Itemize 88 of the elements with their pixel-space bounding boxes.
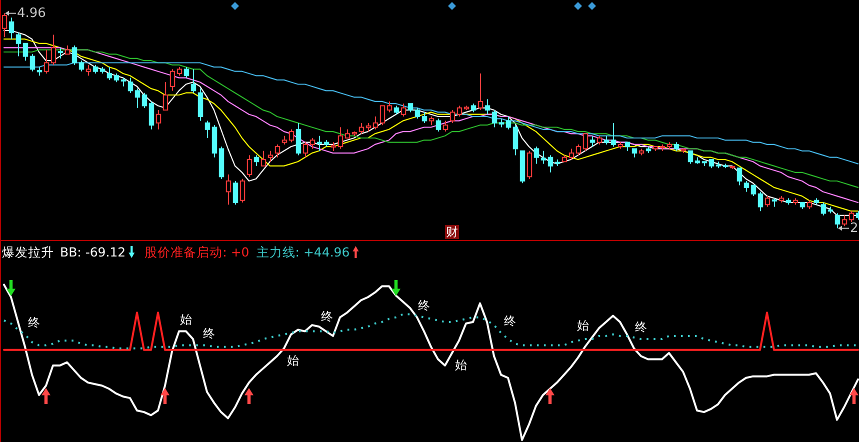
candlestick <box>190 68 196 94</box>
candlestick <box>400 103 406 117</box>
annotation: 始 <box>577 318 589 332</box>
candlestick <box>380 105 386 126</box>
candlestick <box>820 202 826 216</box>
candlestick <box>148 100 154 130</box>
candlestick <box>526 150 532 180</box>
candlestick <box>484 98 490 115</box>
candlestick <box>758 191 764 212</box>
candlestick <box>590 135 596 148</box>
candlestick <box>86 64 92 76</box>
candlestick <box>744 180 750 192</box>
candlestick <box>842 214 848 227</box>
candlestick <box>30 54 36 72</box>
candlestick <box>540 150 546 164</box>
candlestick <box>316 135 322 152</box>
candlestick <box>534 146 540 164</box>
candlestick <box>576 144 582 156</box>
candlestick <box>688 150 694 164</box>
annotation: 终 <box>504 314 516 328</box>
candlestick <box>750 184 756 197</box>
candlestick <box>156 110 162 130</box>
candlestick <box>288 128 294 143</box>
candlestick <box>162 82 168 111</box>
candlestick <box>170 68 176 92</box>
text: 爆发拉升 <box>2 244 54 260</box>
candlestick <box>736 168 742 186</box>
candlestick <box>506 116 512 130</box>
annotation: 终 <box>321 309 333 324</box>
annotation: 终 <box>203 326 215 340</box>
candlestick <box>310 138 316 150</box>
candlestick <box>848 210 854 222</box>
annotation: 2 <box>850 220 858 236</box>
annotation: 始 <box>180 312 192 326</box>
candlestick <box>450 110 456 124</box>
candlestick <box>134 88 140 108</box>
candlestick <box>226 174 232 206</box>
candlestick <box>296 122 302 156</box>
candlestick <box>246 154 252 178</box>
candlestick <box>78 60 84 72</box>
candlestick <box>338 126 344 150</box>
candlestick <box>436 118 442 132</box>
text: 股价准备启动: +0 <box>144 244 250 260</box>
candlestick <box>232 180 238 206</box>
candlestick <box>142 92 148 108</box>
candlestick <box>414 107 420 120</box>
annotation: 终 <box>28 315 40 330</box>
candlestick <box>568 148 574 160</box>
candlestick <box>44 49 50 74</box>
candlestick <box>834 212 840 229</box>
candlestick <box>764 196 770 208</box>
candlestick <box>442 120 448 132</box>
candlestick <box>274 144 280 158</box>
candlestick <box>198 88 204 122</box>
candlestick <box>422 112 428 124</box>
candlestick <box>128 77 134 94</box>
candlestick <box>58 47 64 59</box>
annotation: 始 <box>455 358 467 372</box>
annotation: 终 <box>418 298 430 312</box>
candlestick <box>610 122 616 148</box>
candlestick <box>372 116 378 130</box>
candlestick <box>106 66 112 80</box>
candlestick <box>16 32 22 57</box>
candlestick <box>582 133 588 152</box>
candlestick <box>240 178 246 203</box>
candlestick <box>386 100 392 113</box>
candlestick <box>22 42 28 62</box>
text: BB: -69.12 <box>60 244 126 260</box>
candlestick <box>72 45 78 66</box>
candlestick <box>204 120 210 138</box>
candlestick <box>492 110 498 128</box>
candlestick <box>478 73 484 111</box>
candlestick <box>358 122 364 134</box>
candlestick <box>548 154 554 173</box>
candlestick <box>254 154 260 166</box>
candlestick <box>268 150 274 162</box>
candlestick <box>8 17 14 40</box>
annotation: 4.96 <box>17 6 46 21</box>
candlestick <box>260 150 266 166</box>
annotation: 终 <box>635 320 647 334</box>
candlestick <box>184 66 190 78</box>
text: 主力线: +44.96 <box>256 244 350 260</box>
candlestick <box>2 12 8 38</box>
annotation: 始 <box>287 353 299 368</box>
candlestick <box>302 142 308 158</box>
candlestick <box>456 105 462 117</box>
candlestick <box>512 124 518 156</box>
candlestick <box>50 34 56 66</box>
